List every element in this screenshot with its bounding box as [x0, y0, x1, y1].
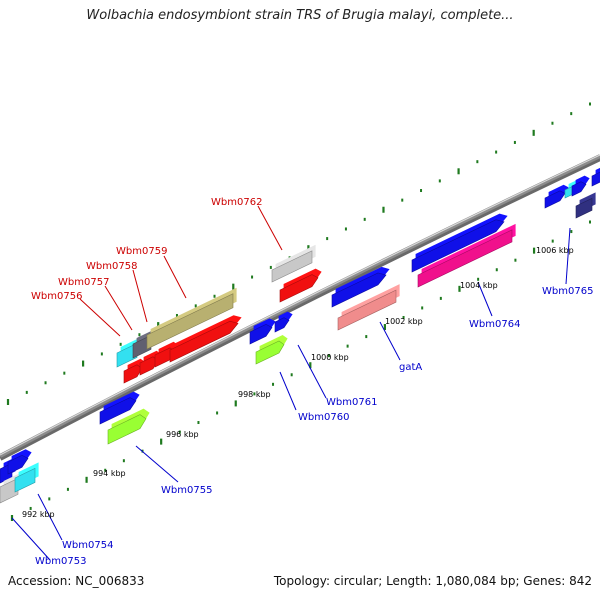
leader-line: [297, 344, 327, 399]
label-leaders: [11, 205, 571, 561]
gene-block-gata-blue: [331, 266, 390, 308]
gene-block-left-cyan: [14, 462, 39, 493]
gene-block-wbm0764-blue: [411, 213, 508, 273]
backbone-highlight: [0, 154, 600, 456]
gene-block-right-blue3: [591, 167, 600, 187]
accession-label: Accession: NC_006833: [8, 574, 145, 588]
gene-labels: Wbm0753 Wbm0754 Wbm0755 Wbm0756 Wbm0757 Wbm07…: [31, 197, 593, 567]
gene-block-gata-salmon: [337, 284, 400, 331]
gene-label: Wbm0761: [326, 397, 377, 408]
gene-blocks: [0, 167, 600, 504]
leader-line: [79, 298, 121, 337]
gene-block-wbm0760-blue: [249, 318, 276, 345]
ruler-label: 1000 kbp: [311, 353, 349, 362]
gene-label: Wbm0760: [298, 412, 349, 423]
ruler-label: 1004 kbp: [460, 281, 498, 290]
ruler-label: 1002 kbp: [385, 317, 423, 326]
ruler-label: 996 kbp: [166, 430, 199, 439]
gene-block-red-d: [169, 315, 242, 363]
map-title: Wolbachia endosymbiont strain TRS of Bru…: [86, 8, 514, 23]
leader-line: [477, 281, 493, 317]
leader-line: [379, 321, 401, 361]
genome-summary: Topology: circular; Length: 1,080,084 bp…: [273, 574, 592, 588]
leader-line: [37, 493, 63, 541]
gene-block-wbm0755-green: [107, 408, 150, 445]
gene-label: gatA: [399, 362, 422, 373]
backbone-line: [0, 154, 600, 458]
gene-label: Wbm0759: [116, 246, 167, 257]
gene-block-wbm0759: [146, 287, 237, 350]
gene-label: Wbm0757: [58, 277, 109, 288]
gene-label: Wbm0754: [62, 540, 113, 551]
leader-line: [565, 227, 571, 285]
leader-line: [135, 445, 179, 483]
gene-block-wbm0764-magenta: [417, 223, 516, 288]
ruler-label: 1006 kbp: [536, 246, 574, 255]
gene-block-right-blue: [544, 184, 569, 209]
gene-block-wbm0762-gray: [271, 244, 316, 283]
gene-label: Wbm0762: [211, 197, 262, 208]
ruler-label: 992 kbp: [22, 510, 55, 519]
gene-label: Wbm0755: [161, 485, 212, 496]
leader-line: [132, 269, 148, 323]
ruler-label: 998 kbp: [238, 390, 271, 399]
gene-block-wbm0765: [575, 192, 596, 219]
gene-block-wbm0760-green: [255, 334, 288, 365]
ruler-labels: 992 kbp 994 kbp 996 kbp 998 kbp 1000 kbp 1002…: [22, 246, 574, 519]
gene-label: Wbm0764: [469, 319, 520, 330]
leader-line: [11, 517, 51, 561]
gene-block-wbm0755-blue: [99, 391, 140, 425]
leader-line: [257, 205, 283, 251]
gene-block-wbm0761-blue: [274, 311, 293, 333]
ruler-label: 994 kbp: [93, 469, 126, 478]
gene-block-wbm0762-red: [279, 268, 322, 303]
gene-label: Wbm0765: [542, 286, 593, 297]
tick-marks: [6, 102, 591, 521]
gene-block-right-blue2: [571, 175, 590, 197]
genome-backbone: [0, 154, 600, 461]
gene-block-left-blue2: [7, 449, 32, 475]
leader-line: [279, 371, 297, 411]
gene-label: Wbm0758: [86, 261, 137, 272]
gene-label: Wbm0753: [35, 556, 86, 567]
leader-line: [163, 255, 187, 299]
leader-line: [104, 285, 133, 331]
gene-label: Wbm0756: [31, 291, 82, 302]
